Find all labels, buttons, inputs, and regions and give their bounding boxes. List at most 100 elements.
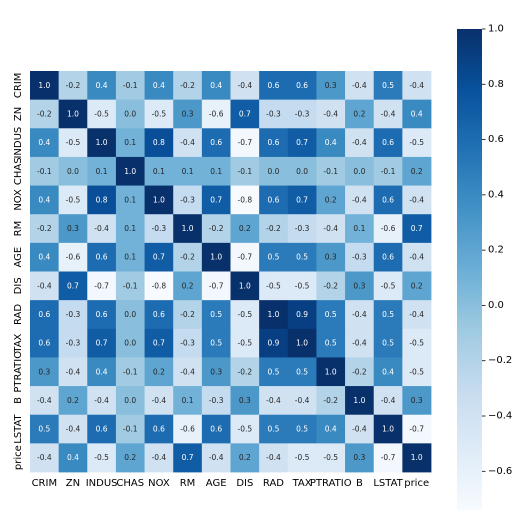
heatmap-cell-TAX-CRIM	[30, 328, 60, 358]
heatmap-cell-CRIM-PTRATIO	[316, 71, 346, 101]
x-tick-label: AGE	[206, 478, 227, 489]
cell-value-label: -0.4	[323, 109, 338, 118]
cell-value-label: 1.0	[325, 367, 337, 376]
heatmap-cell-B-DIS	[230, 386, 260, 416]
cell-value-label: -0.4	[381, 109, 396, 118]
cell-value-label: -0.3	[295, 224, 310, 233]
heatmap-cell-RAD-INDUS	[87, 300, 117, 330]
heatmap-cell-B-INDUS	[87, 386, 117, 416]
heatmap-cell-DIS-TAX	[287, 271, 317, 301]
heatmap-cell-LSTAT-DIS	[230, 414, 260, 444]
cell-value-label: 0.0	[124, 339, 136, 348]
heatmap-cell-RM-CRIM	[30, 214, 60, 244]
heatmap-cell-B-CHAS	[115, 386, 145, 416]
cell-value-label: 0.4	[38, 138, 50, 147]
heatmap-cell-DIS-RM	[173, 271, 203, 301]
heatmap-cell-AGE-CHAS	[115, 242, 145, 272]
cell-value-label: 0.3	[182, 109, 194, 118]
heatmap-cell-LSTAT-RM	[173, 414, 203, 444]
heatmap-cell-CHAS-LSTAT	[373, 156, 403, 186]
y-tick-label: ZN	[13, 107, 24, 121]
heatmap-cell-price-CRIM	[30, 443, 60, 473]
cell-value-label: -0.8	[152, 281, 167, 290]
heatmap-cell-CRIM-DIS	[230, 71, 260, 101]
colorbar-tick-label: −0.2	[488, 355, 512, 366]
heatmap-cell-CHAS-AGE	[201, 156, 231, 186]
cell-value-label: -0.1	[123, 81, 138, 90]
cell-value-label: -0.2	[352, 367, 367, 376]
heatmap-cell-price-PTRATIO	[316, 443, 346, 473]
heatmap-cell-LSTAT-CRIM	[30, 414, 60, 444]
heatmap-cell-RAD-CHAS	[115, 300, 145, 330]
cell-value-label: 0.6	[38, 339, 50, 348]
heatmap-cell-CHAS-DIS	[230, 156, 260, 186]
heatmap-cell-AGE-PTRATIO	[316, 242, 346, 272]
heatmap-cell-INDUS-B	[345, 128, 375, 158]
cell-value-label: 1.0	[96, 138, 108, 147]
heatmap-cell-LSTAT-ZN	[58, 414, 88, 444]
cell-value-label: -0.2	[66, 81, 81, 90]
cell-value-label: 0.7	[210, 195, 222, 204]
heatmap-cell-LSTAT-INDUS	[87, 414, 117, 444]
cell-value-label: 0.3	[38, 367, 50, 376]
cell-value-label: 0.5	[296, 253, 308, 262]
heatmap-cell-ZN-RM	[173, 99, 203, 129]
cell-value-label: -0.4	[381, 396, 396, 405]
x-tick-label: TAX	[292, 478, 312, 489]
heatmap-cell-CRIM-RM	[173, 71, 203, 101]
cell-value-label: -0.1	[123, 281, 138, 290]
cell-value-label: 0.5	[38, 425, 50, 434]
cell-value-label: -0.5	[409, 367, 424, 376]
heatmap-cell-PTRATIO-PTRATIO	[316, 357, 346, 387]
heatmap-cell-TAX-NOX	[144, 328, 174, 358]
heatmap-cell-price-price	[402, 443, 432, 473]
heatmap-cell-INDUS-PTRATIO	[316, 128, 346, 158]
heatmap-cell-B-RAD	[259, 386, 289, 416]
cell-value-label: 0.6	[96, 425, 108, 434]
cell-value-label: -0.7	[238, 138, 253, 147]
heatmap-cell-NOX-RM	[173, 185, 203, 215]
cell-value-label: -0.4	[323, 224, 338, 233]
y-tick-label: CHAS	[13, 157, 24, 185]
cell-value-label: 0.7	[96, 339, 108, 348]
cell-value-label: -0.5	[94, 453, 109, 462]
cell-value-label: 0.4	[411, 109, 423, 118]
cell-value-label: 0.5	[296, 425, 308, 434]
heatmap-cell-INDUS-ZN	[58, 128, 88, 158]
cell-value-label: 0.6	[267, 195, 279, 204]
cell-value-label: -0.4	[409, 253, 424, 262]
cell-value-label: -0.2	[180, 81, 195, 90]
heatmap-cell-TAX-INDUS	[87, 328, 117, 358]
heatmap-cell-RM-B	[345, 214, 375, 244]
cell-value-label: -0.4	[180, 367, 195, 376]
heatmap-cell-B-NOX	[144, 386, 174, 416]
cell-value-label: 0.1	[124, 138, 136, 147]
heatmap-cell-PTRATIO-B	[345, 357, 375, 387]
heatmap-cell-INDUS-RAD	[259, 128, 289, 158]
heatmap-cell-CRIM-CRIM	[30, 71, 60, 101]
heatmap-cell-LSTAT-AGE	[201, 414, 231, 444]
y-tick-label: B	[13, 397, 24, 404]
cell-value-label: -0.6	[381, 224, 396, 233]
heatmap-cell-price-B	[345, 443, 375, 473]
heatmap-cell-INDUS-DIS	[230, 128, 260, 158]
heatmap-cell-TAX-DIS	[230, 328, 260, 358]
heatmap-cell-LSTAT-PTRATIO	[316, 414, 346, 444]
heatmap-cell-TAX-PTRATIO	[316, 328, 346, 358]
cell-value-label: 1.0	[38, 81, 50, 90]
heatmap-cell-PTRATIO-LSTAT	[373, 357, 403, 387]
heatmap-cell-B-B	[345, 386, 375, 416]
cell-value-label: -0.4	[37, 396, 52, 405]
cell-value-label: -0.4	[180, 138, 195, 147]
cell-value-label: -0.4	[352, 339, 367, 348]
cell-value-label: 0.6	[153, 310, 165, 319]
cell-value-label: -0.5	[238, 310, 253, 319]
cell-value-label: -0.4	[94, 224, 109, 233]
y-tick-label: RAD	[13, 304, 24, 325]
heatmap-cell-CHAS-B	[345, 156, 375, 186]
cell-value-label: -0.2	[323, 281, 338, 290]
cell-value-label: -0.3	[295, 109, 310, 118]
cell-value-label: 0.5	[382, 339, 394, 348]
heatmap-cell-NOX-AGE	[201, 185, 231, 215]
